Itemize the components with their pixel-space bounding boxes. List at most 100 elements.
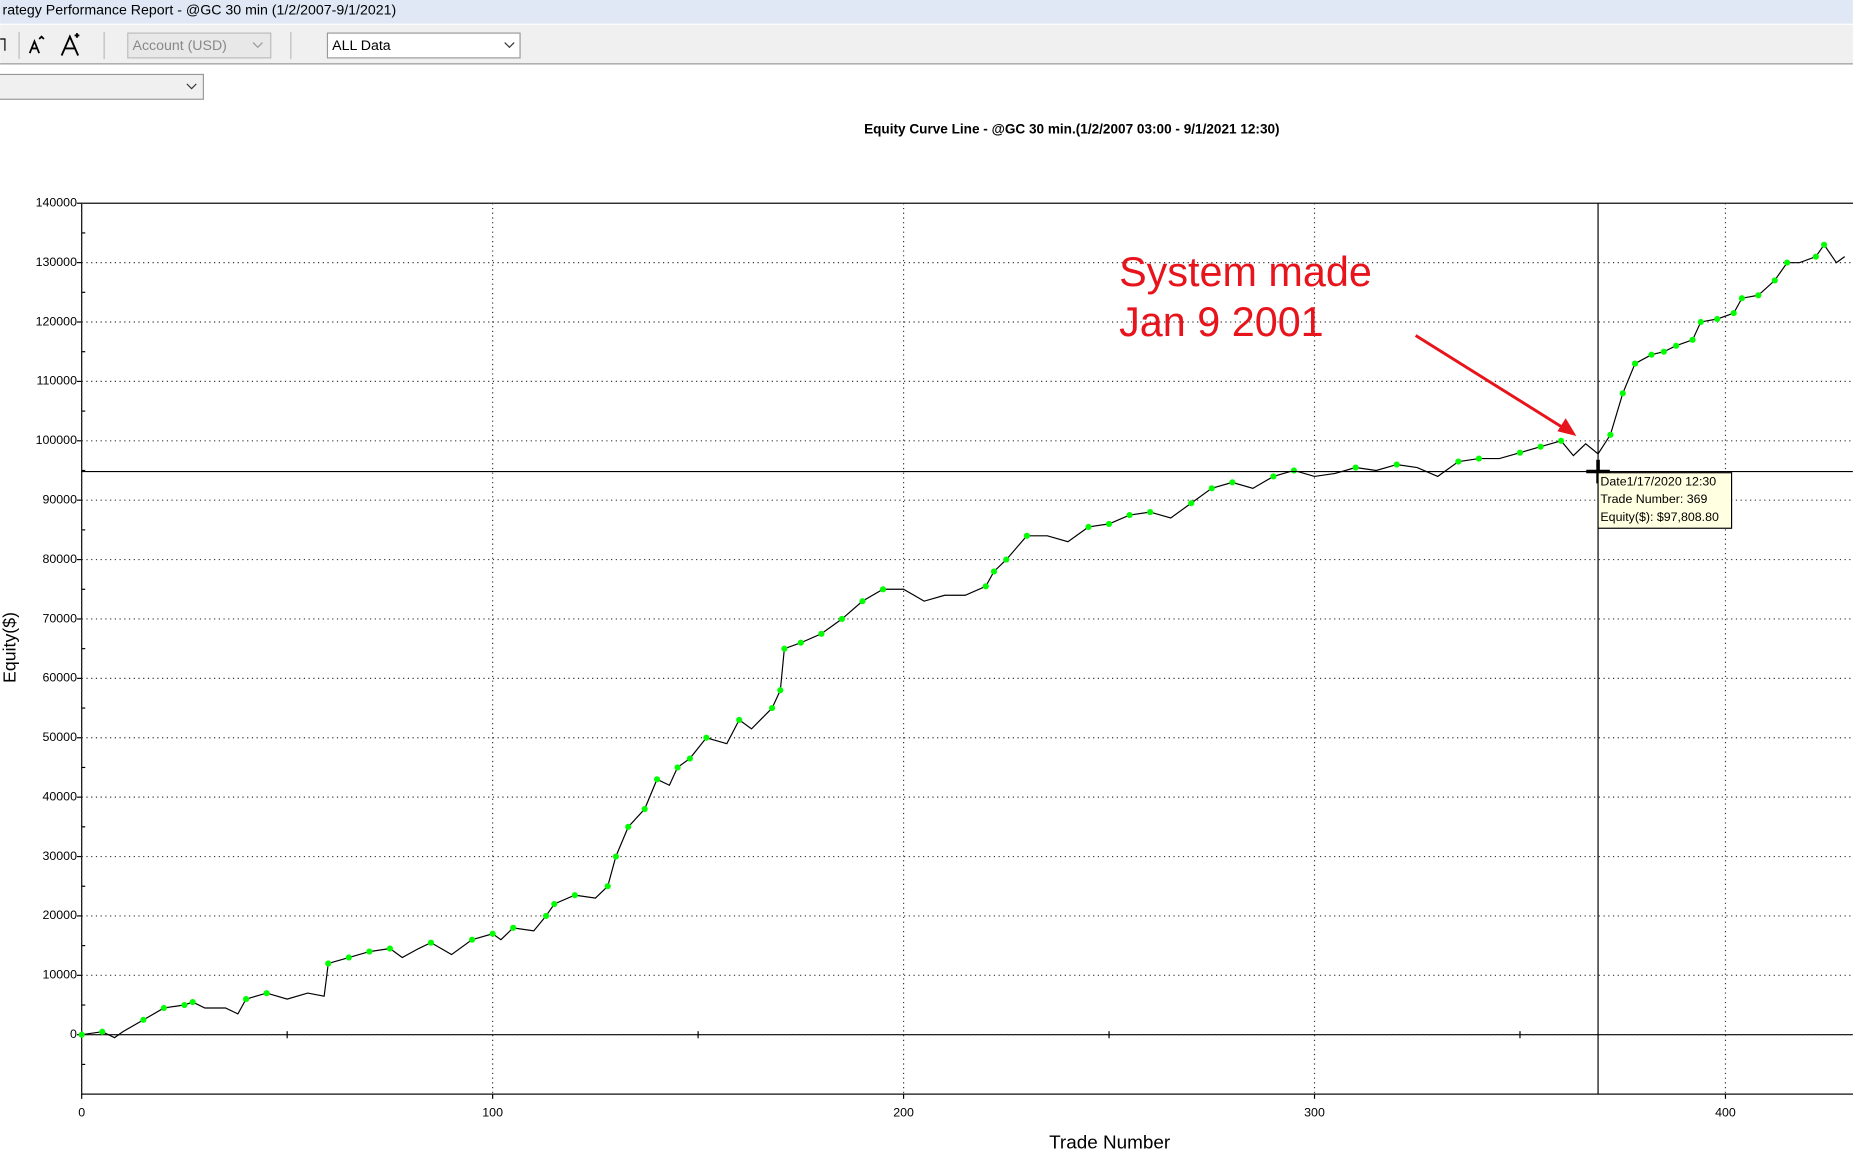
new-high-marker xyxy=(604,883,611,890)
new-high-marker xyxy=(777,687,784,694)
new-high-marker xyxy=(1023,532,1030,539)
new-high-marker xyxy=(1619,390,1626,397)
new-high-marker xyxy=(510,924,517,931)
new-high-marker xyxy=(859,598,866,605)
new-high-marker xyxy=(769,704,776,712)
account-dropdown-text: Account (USD) xyxy=(133,38,227,54)
new-high-marker xyxy=(1660,348,1667,355)
y-tick-label: 40000 xyxy=(43,789,78,803)
new-high-marker xyxy=(736,716,743,724)
tooltip-line: Date1/17/2020 12:30 xyxy=(1600,474,1716,488)
x-axis-label: Trade Number xyxy=(1049,1133,1170,1154)
new-high-marker xyxy=(1537,443,1544,450)
new-high-marker xyxy=(838,615,846,623)
y-tick-label: 80000 xyxy=(43,552,78,566)
new-high-marker xyxy=(625,823,632,830)
new-high-marker xyxy=(1229,479,1236,486)
new-high-marker xyxy=(1558,437,1565,444)
x-tick-label: 300 xyxy=(1304,1105,1325,1119)
range-dropdown-text: ALL Data xyxy=(332,38,391,54)
plot-frame xyxy=(81,202,1853,1095)
x-tick-label: 400 xyxy=(1715,1105,1736,1119)
new-high-marker xyxy=(1188,500,1195,507)
new-high-marker xyxy=(1714,315,1721,323)
new-high-marker xyxy=(325,960,332,967)
new-high-marker xyxy=(1085,523,1092,530)
new-high-marker xyxy=(990,568,998,575)
new-high-marker xyxy=(1147,508,1154,516)
tooltip-box xyxy=(1597,472,1733,529)
view-dropdown[interactable] xyxy=(0,73,204,100)
annotation-arrowhead xyxy=(1557,418,1577,436)
font-smaller-icon[interactable] xyxy=(28,35,45,54)
new-high-marker xyxy=(1821,241,1828,248)
new-high-marker xyxy=(181,1001,188,1009)
new-high-marker xyxy=(345,954,352,961)
y-tick-label: 130000 xyxy=(36,255,77,269)
new-high-marker xyxy=(686,755,693,762)
new-high-marker xyxy=(571,892,578,899)
new-high-marker xyxy=(1631,360,1639,367)
annotation-text: System made xyxy=(1119,249,1372,295)
new-high-marker xyxy=(781,645,788,652)
font-larger-icon[interactable] xyxy=(60,33,80,56)
equity-line xyxy=(81,243,1846,1039)
y-tick-label: 20000 xyxy=(43,908,78,922)
window-title: rategy Performance Report - @GC 30 min (… xyxy=(3,2,397,18)
new-high-marker xyxy=(674,764,681,771)
new-high-marker xyxy=(1738,295,1745,302)
x-tick-label: 0 xyxy=(78,1105,85,1119)
y-tick-label: 60000 xyxy=(43,671,78,685)
new-high-marker xyxy=(1270,473,1277,480)
annotation-arrow xyxy=(1414,334,1568,432)
new-high-marker xyxy=(1784,259,1791,266)
new-high-marker xyxy=(1126,511,1133,519)
new-high-marker xyxy=(1003,556,1010,563)
range-dropdown[interactable] xyxy=(326,32,521,59)
annotation-text: Jan 9 2001 xyxy=(1119,299,1324,345)
new-high-marker xyxy=(879,586,887,593)
new-high-marker xyxy=(542,912,550,920)
new-high-marker xyxy=(189,998,196,1006)
new-high-marker xyxy=(653,776,661,783)
new-high-marker xyxy=(1475,455,1482,462)
new-high-marker xyxy=(78,1031,85,1038)
new-high-marker xyxy=(797,639,804,646)
chart-title: Equity Curve Line - @GC 30 min.(1/2/2007… xyxy=(864,122,1280,137)
new-high-marker xyxy=(818,630,825,637)
new-high-marker xyxy=(1697,318,1704,326)
tooltip-line: Trade Number: 369 xyxy=(1600,492,1707,506)
account-dropdown[interactable] xyxy=(127,32,272,59)
new-high-marker xyxy=(99,1028,106,1035)
new-high-marker xyxy=(1673,342,1680,349)
y-axis-label: Equity($) xyxy=(0,612,19,683)
new-high-marker xyxy=(1648,351,1655,358)
y-tick-label: 120000 xyxy=(36,314,77,328)
y-tick-label: 70000 xyxy=(43,611,78,625)
y-tick-label: 10000 xyxy=(43,968,78,982)
new-high-marker xyxy=(427,939,435,946)
dropdown-arrow xyxy=(186,83,197,90)
new-high-marker xyxy=(551,900,558,908)
new-high-marker xyxy=(1105,520,1113,528)
y-tick-label: 110000 xyxy=(37,374,78,388)
new-high-marker xyxy=(469,936,476,943)
new-high-marker xyxy=(1812,253,1819,260)
new-high-marker xyxy=(1208,485,1215,492)
y-tick-label: 140000 xyxy=(36,196,77,210)
y-tick-label: 30000 xyxy=(43,849,78,863)
new-high-marker xyxy=(612,853,619,860)
new-high-marker xyxy=(1393,461,1400,468)
y-tick-label: 100000 xyxy=(36,433,77,447)
new-high-marker xyxy=(703,734,710,741)
toolbar xyxy=(0,24,1853,65)
new-high-marker xyxy=(489,930,496,937)
new-high-marker xyxy=(263,990,270,997)
x-tick-label: 200 xyxy=(893,1105,914,1119)
title-bar xyxy=(0,0,1853,24)
toolbar-icon[interactable] xyxy=(0,38,6,51)
new-high-marker xyxy=(160,1004,167,1012)
new-high-marker xyxy=(386,945,393,952)
